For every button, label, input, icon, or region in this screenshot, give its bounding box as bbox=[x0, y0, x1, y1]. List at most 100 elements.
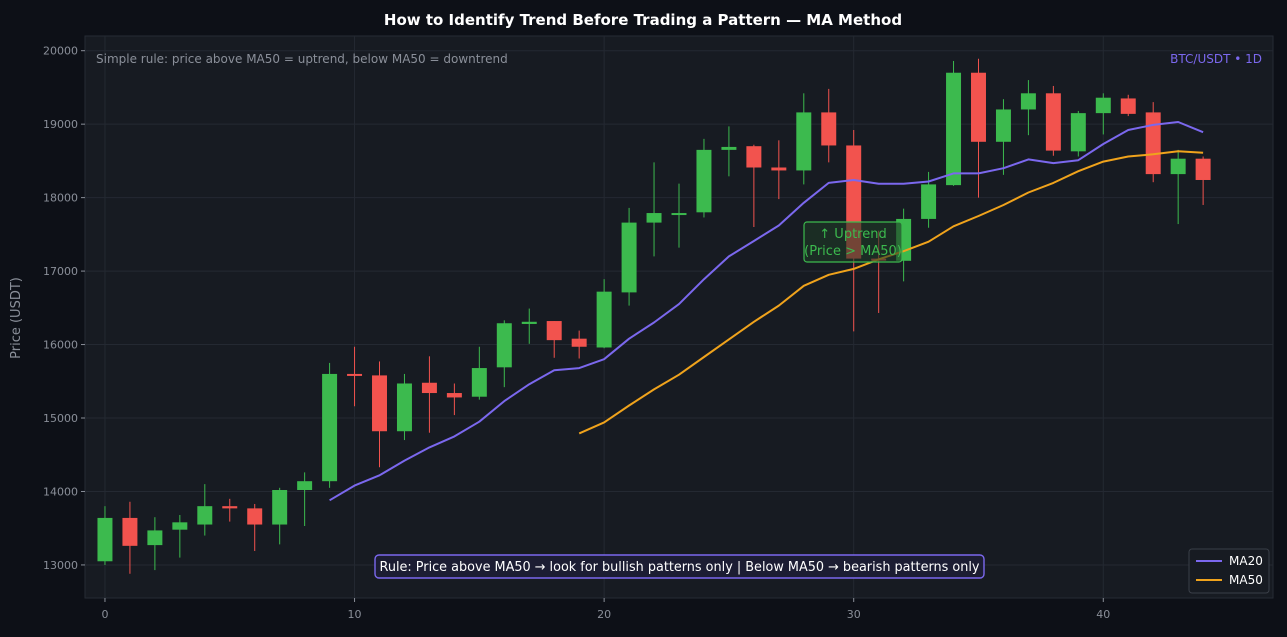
candle-bullish bbox=[995, 99, 1011, 175]
candle-bearish bbox=[372, 361, 387, 468]
uptrend-annotation-box bbox=[803, 221, 903, 263]
candle-body bbox=[446, 393, 462, 398]
candle-body bbox=[671, 213, 687, 216]
candle-bullish bbox=[197, 484, 213, 536]
candle-bullish bbox=[97, 506, 113, 565]
candle-bullish bbox=[646, 162, 662, 257]
candle-body bbox=[172, 522, 188, 530]
candle-body bbox=[197, 506, 213, 525]
candle-body bbox=[721, 146, 737, 150]
candle-body bbox=[696, 149, 712, 213]
legend-ma20-label: MA20 bbox=[1229, 554, 1263, 568]
legend: MA20 MA50 bbox=[1188, 548, 1270, 594]
candle-body bbox=[247, 508, 263, 525]
candle-body bbox=[272, 490, 288, 525]
candle-body bbox=[1045, 93, 1061, 151]
y-tick-label: 20000 bbox=[43, 45, 78, 58]
candle-body bbox=[222, 506, 238, 509]
candle-bearish bbox=[122, 501, 138, 574]
candle-body bbox=[372, 375, 387, 432]
candle-bearish bbox=[222, 498, 238, 522]
candle-bullish bbox=[396, 373, 412, 441]
candle-body bbox=[147, 530, 163, 546]
legend-ma50-label: MA50 bbox=[1229, 573, 1263, 587]
candle-bullish bbox=[1020, 80, 1036, 136]
candle-bullish bbox=[172, 514, 188, 558]
candle-body bbox=[496, 323, 512, 368]
candle-body bbox=[646, 213, 662, 223]
rule-box-frame bbox=[374, 554, 985, 579]
candle-body bbox=[621, 222, 637, 293]
candle-bullish bbox=[596, 279, 612, 349]
candle-body bbox=[396, 383, 412, 432]
plot-area bbox=[84, 35, 1274, 599]
candle-bearish bbox=[421, 356, 437, 433]
candle-bullish bbox=[621, 207, 637, 306]
candle-bearish bbox=[1145, 102, 1161, 183]
y-tick-label: 15000 bbox=[43, 412, 78, 425]
candle-bullish bbox=[721, 126, 737, 177]
candle-body bbox=[821, 112, 837, 146]
candle-body bbox=[946, 72, 962, 186]
candle-body bbox=[771, 167, 787, 171]
uptrend-annotation-line1: ↑ Uptrend bbox=[819, 227, 886, 242]
y-tick-label: 19000 bbox=[43, 118, 78, 131]
candle-body bbox=[521, 321, 537, 324]
candle-body bbox=[921, 184, 937, 219]
candle-bearish bbox=[971, 58, 986, 198]
candle-bearish bbox=[746, 144, 762, 228]
candle-bullish bbox=[297, 472, 313, 527]
y-axis-label: Price (USDT) bbox=[9, 277, 24, 359]
candle-bullish bbox=[796, 93, 812, 185]
chart-title: How to Identify Trend Before Trading a P… bbox=[384, 11, 902, 29]
x-tick-label: 0 bbox=[101, 608, 108, 621]
candle-body bbox=[421, 382, 437, 394]
candle-body bbox=[1120, 98, 1136, 114]
candle-bearish bbox=[347, 346, 363, 407]
candle-bullish bbox=[1170, 149, 1186, 225]
candle-body bbox=[1095, 97, 1111, 114]
candle-bearish bbox=[821, 88, 837, 163]
candle-bearish bbox=[571, 330, 587, 359]
candle-body bbox=[1020, 93, 1036, 110]
y-axis-ticks: 13000 14000 15000 16000 17000 18000 19000 20000 bbox=[43, 45, 85, 572]
candle-bullish bbox=[471, 346, 487, 400]
candle-body bbox=[746, 146, 762, 168]
x-tick-label: 20 bbox=[597, 608, 611, 621]
uptrend-annotation: ↑ Uptrend (Price > MA50) bbox=[803, 221, 903, 263]
ma-line-ma20 bbox=[329, 121, 1204, 502]
candle-bullish bbox=[946, 60, 962, 186]
candle-body bbox=[546, 321, 562, 341]
rule-box: Rule: Price above MA50 → look for bullis… bbox=[374, 554, 985, 579]
y-tick-label: 13000 bbox=[43, 559, 78, 572]
y-tick-label: 18000 bbox=[43, 192, 78, 205]
candle-body bbox=[995, 109, 1011, 142]
candle-bullish bbox=[671, 183, 687, 248]
candle-bearish bbox=[546, 321, 562, 358]
candle-body bbox=[796, 112, 812, 171]
candle-body bbox=[322, 373, 338, 482]
candle-body bbox=[596, 291, 612, 348]
x-tick-label: 40 bbox=[1096, 608, 1110, 621]
candle-body bbox=[571, 338, 587, 347]
x-axis-ticks: 0 10 20 30 40 bbox=[101, 598, 1110, 621]
y-tick-label: 17000 bbox=[43, 265, 78, 278]
candle-body bbox=[1195, 158, 1211, 180]
candle-bearish bbox=[247, 503, 263, 551]
candle-bullish bbox=[521, 308, 537, 344]
candle-body bbox=[1145, 112, 1161, 175]
candle-bullish bbox=[1070, 110, 1086, 157]
candle-bullish bbox=[272, 487, 288, 545]
x-tick-label: 30 bbox=[847, 608, 861, 621]
candle-bullish bbox=[696, 138, 712, 218]
candle-body bbox=[471, 368, 487, 397]
candle-bearish bbox=[1120, 94, 1136, 117]
y-tick-label: 16000 bbox=[43, 339, 78, 352]
candle-bearish bbox=[446, 383, 462, 416]
symbol-label: BTC/USDT • 1D bbox=[1170, 52, 1262, 66]
candle-bullish bbox=[496, 320, 512, 388]
uptrend-annotation-line2: (Price > MA50) bbox=[804, 244, 902, 259]
candle-bullish bbox=[147, 517, 163, 571]
candle-bearish bbox=[1045, 85, 1061, 156]
